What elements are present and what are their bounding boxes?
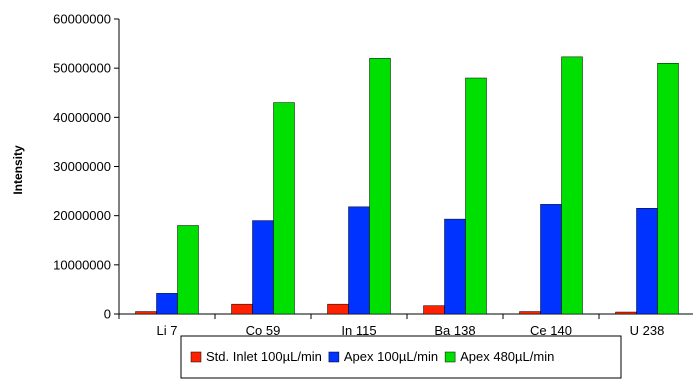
bar-ba-138-series-3: [465, 77, 487, 315]
y-axis-ticks: 0 10000000 20000000 30000000 40000000 5000000…: [53, 12, 119, 322]
x-category-label: Li 7: [157, 323, 178, 338]
bar-in-115-series-3: [369, 58, 391, 315]
x-category-label: U 238: [630, 323, 665, 338]
bar-co-59-series-1: [231, 303, 253, 315]
x-category-label: Co 59: [246, 323, 281, 338]
legend-label: Std. Inlet 100µL/min: [206, 349, 322, 364]
y-tick-label: 60000000: [53, 12, 111, 27]
x-axis-labels: Li 7 Co 59 In 115 Ba 138 Ce 140 U 238: [118, 314, 665, 338]
bar-co-59-series-2: [252, 220, 274, 315]
bar-u-238-series-1: [615, 311, 637, 315]
x-category-label: Ba 138: [434, 323, 475, 338]
bar-li-7-series-2: [156, 293, 178, 315]
plot-area: [118, 19, 693, 315]
bar-ce-140-series-1: [519, 311, 541, 315]
x-category-label: Ce 140: [530, 323, 572, 338]
legend-label: Apex 100µL/min: [344, 349, 438, 364]
bar-in-115-series-1: [327, 303, 349, 315]
legend: Std. Inlet 100µL/min Apex 100µL/min Apex 4…: [180, 335, 622, 379]
y-tick-label: 30000000: [53, 159, 111, 174]
bar-u-238-series-2: [636, 208, 658, 315]
x-category-label: In 115: [341, 323, 376, 338]
bar-li-7-series-3: [177, 225, 199, 315]
y-tick-label: 50000000: [53, 61, 111, 76]
y-tick-label: 20000000: [53, 208, 111, 223]
y-tick-label: 10000000: [53, 257, 111, 272]
bar-ce-140-series-2: [540, 204, 562, 315]
y-tick-label: 40000000: [53, 110, 111, 125]
legend-swatch: [444, 351, 456, 363]
y-axis-label: Intensity: [11, 145, 25, 195]
bar-in-115-series-2: [348, 206, 370, 315]
legend-swatch: [328, 351, 340, 363]
y-tick-label: 0: [104, 307, 111, 322]
bar-ba-138-series-1: [423, 305, 445, 315]
bar-co-59-series-3: [273, 102, 295, 315]
bar-ce-140-series-3: [561, 56, 583, 315]
bar-ba-138-series-2: [444, 218, 466, 315]
legend-box: [180, 335, 622, 379]
legend-label: Apex 480µL/min: [460, 349, 554, 364]
bar-u-238-series-3: [657, 63, 679, 315]
bar-li-7-series-1: [135, 311, 157, 315]
legend-swatch: [190, 351, 202, 363]
